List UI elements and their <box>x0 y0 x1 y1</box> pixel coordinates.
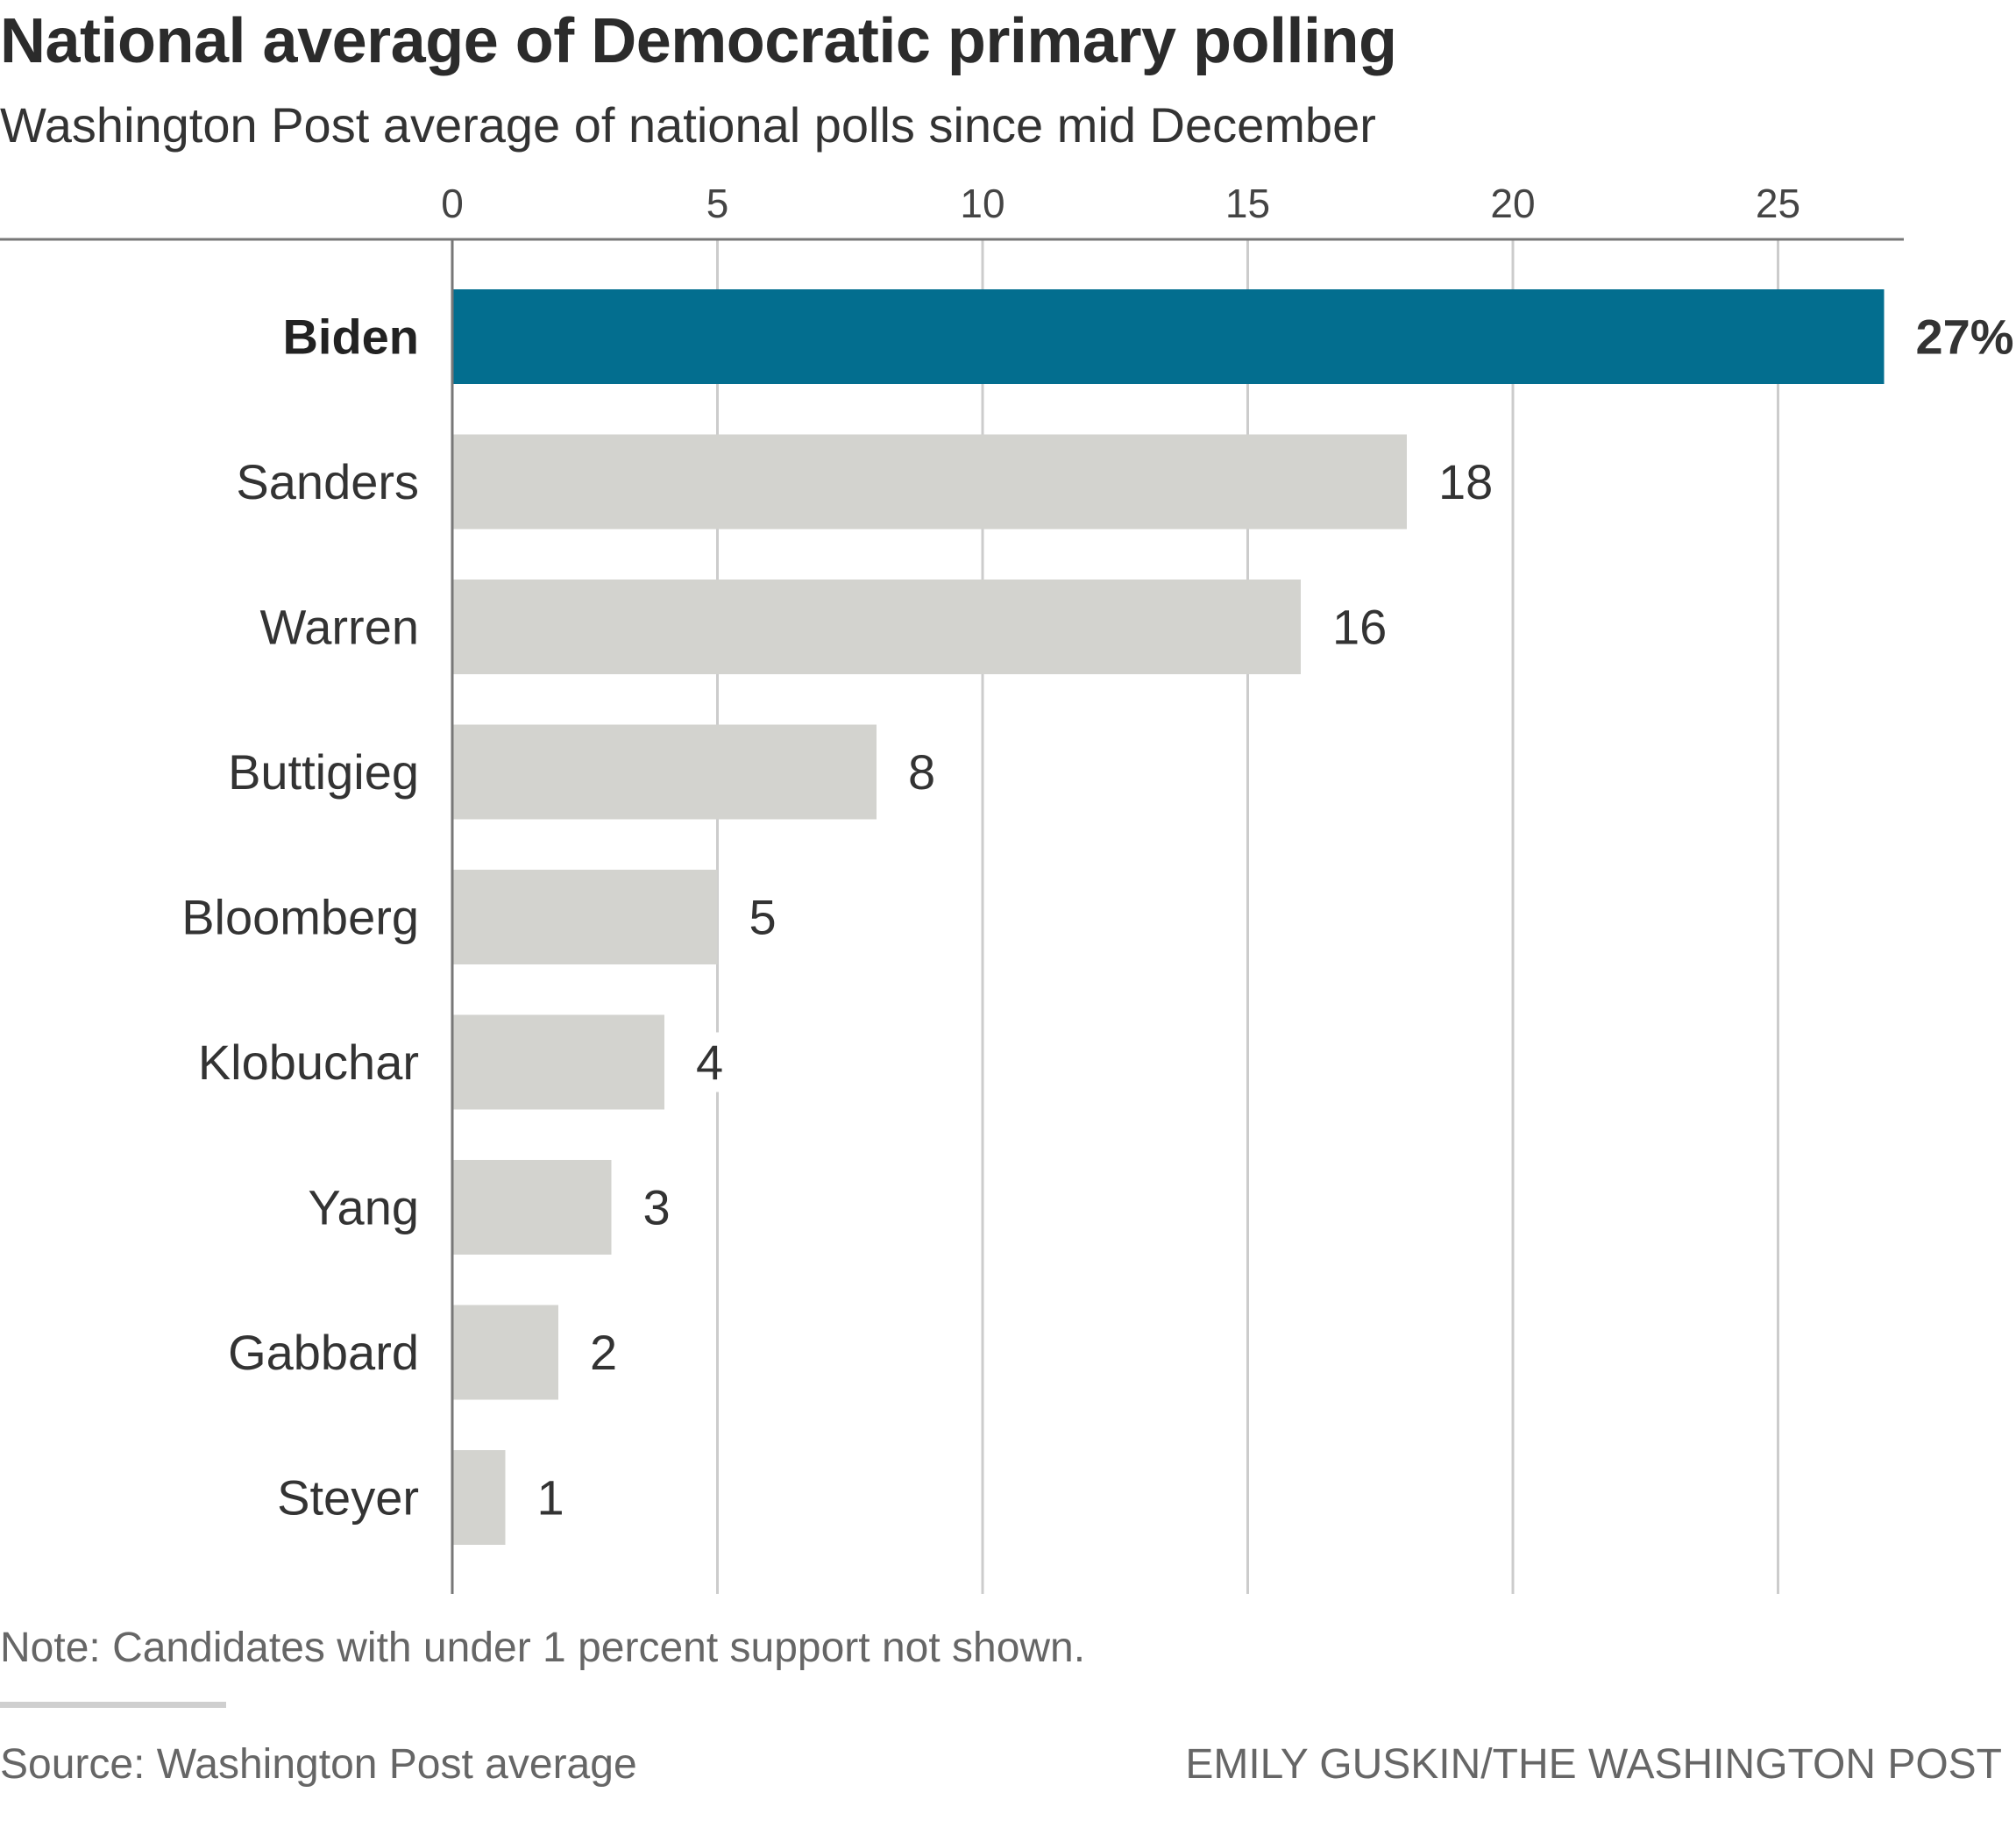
footer-divider <box>0 1702 226 1708</box>
chart-note: Note: Candidates with under 1 percent su… <box>0 1625 1086 1671</box>
category-label: Biden <box>282 309 419 365</box>
category-label: Gabbard <box>228 1325 419 1380</box>
bar-sanders <box>452 434 1407 530</box>
bar-bloomberg <box>452 870 718 964</box>
value-label: 5 <box>749 890 777 945</box>
x-tick-label: 5 <box>706 181 729 226</box>
x-tick-label: 10 <box>960 181 1004 226</box>
category-label: Bloomberg <box>181 890 419 945</box>
category-label: Warren <box>259 600 419 655</box>
value-label-backdrop <box>584 1322 622 1383</box>
chart-title: National average of Democratic primary p… <box>0 6 1397 76</box>
value-label: 8 <box>908 744 935 800</box>
category-label: Buttigieg <box>228 744 419 800</box>
x-tick-label: 15 <box>1225 181 1270 226</box>
value-label-backdrop <box>1432 452 1497 512</box>
value-label: 1 <box>537 1470 564 1526</box>
category-label: Steyer <box>277 1470 419 1526</box>
value-label-backdrop <box>690 1032 728 1092</box>
chart-subtitle: Washington Post average of national poll… <box>0 97 1376 153</box>
value-label-backdrop <box>742 887 782 947</box>
bar-buttigieg <box>452 724 877 820</box>
value-label-backdrop <box>1909 307 2006 366</box>
source-line: Source: Washington Post average <box>0 1741 637 1788</box>
x-tick-label: 0 <box>441 181 464 226</box>
x-tick-label: 25 <box>1756 181 1800 226</box>
value-label: 18 <box>1438 454 1493 509</box>
bar-steyer <box>452 1450 506 1545</box>
value-label: 4 <box>696 1035 723 1090</box>
value-label: 3 <box>643 1180 671 1235</box>
bar-warren <box>452 580 1301 674</box>
value-label: 2 <box>590 1325 617 1380</box>
value-label: 27% <box>1916 309 2014 365</box>
bar-klobuchar <box>452 1014 664 1110</box>
bar-yang <box>452 1160 612 1255</box>
value-label-backdrop <box>1326 597 1391 657</box>
bar-gabbard <box>452 1305 558 1400</box>
x-tick-label: 20 <box>1490 181 1535 226</box>
value-label-backdrop <box>902 742 941 802</box>
credit-line: EMILY GUSKIN/THE WASHINGTON POST <box>1185 1741 2002 1788</box>
category-label: Klobuchar <box>198 1035 419 1090</box>
value-label-backdrop <box>636 1177 676 1237</box>
value-label-backdrop <box>530 1468 570 1527</box>
value-label: 16 <box>1332 600 1387 655</box>
bar-biden <box>452 289 1885 384</box>
category-label: Yang <box>308 1180 419 1235</box>
category-label: Sanders <box>236 454 419 509</box>
